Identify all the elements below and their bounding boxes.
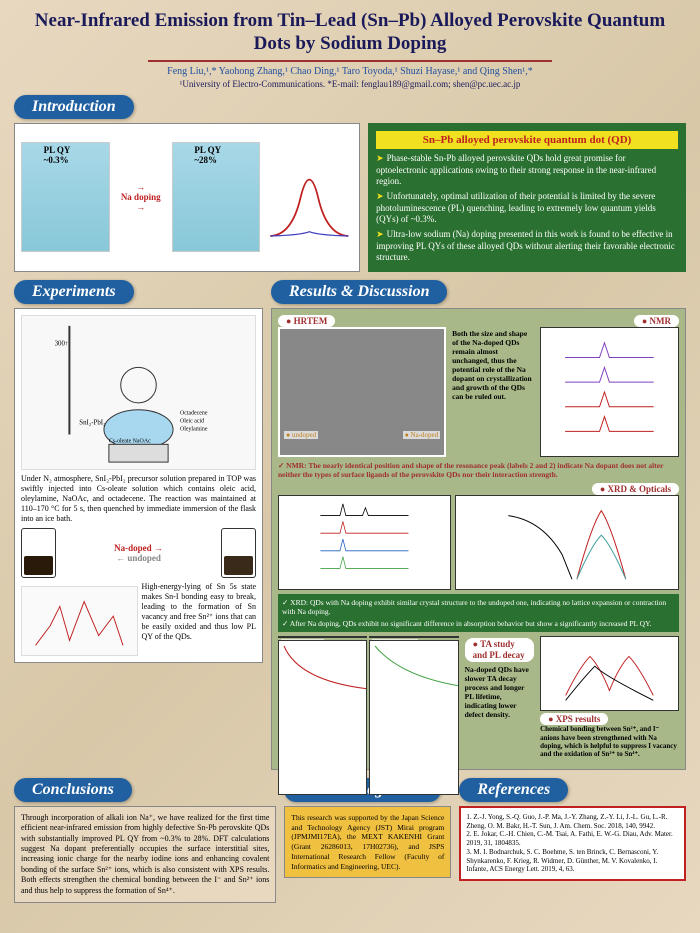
xps-caption: Chemical bonding between Sn²⁺, and I⁻ an… (540, 725, 679, 759)
intro-bullet-3: ➤Ultra-low sodium (Na) doping presented … (376, 229, 678, 264)
nmr-caption-text: ✓ NMR: The nearly identical position and… (278, 461, 679, 479)
exp-text-2: High-energy-lying of Sn 5s state makes S… (142, 582, 257, 642)
section-exp-label: Experiments (14, 280, 134, 304)
na-doping-arrow: → Na doping → (116, 182, 166, 212)
ta-map-undoped: undoped QDs (278, 636, 367, 638)
crystal-doped: PL QY ~28% (172, 142, 261, 252)
affiliation: ¹University of Electro-Communications. *… (14, 79, 686, 89)
ref-2: 2. E. Jokar, C.-H. Chien, C.-M. Tsai, A.… (466, 830, 679, 848)
vials-row: Na-doped → ← undoped (21, 528, 256, 578)
section-intro-label: Introduction (14, 95, 134, 119)
tag-xrd: ● XRD & Opticals (592, 483, 679, 495)
svg-text:Oleic acid: Oleic acid (180, 419, 204, 425)
intro-bullet-2: ➤Unfortunately, optimal utilization of t… (376, 191, 678, 226)
section-concl-label: Conclusions (14, 778, 132, 802)
experiments-box: 300↑ SnI₂-PbI₂ Cs-oleate NaOAc Octadecen… (14, 308, 263, 663)
xrd-chart (278, 495, 451, 590)
bottom-row: Conclusions Through incorporation of alk… (14, 778, 686, 903)
section-refs-label: References (459, 778, 568, 802)
svg-text:Oleylamine: Oleylamine (180, 427, 208, 433)
hrtem-caption: Both the size and shape of the Na-doped … (450, 327, 536, 457)
tag-hrtem: ● HRTEM (278, 315, 335, 327)
xps-chart (540, 636, 679, 711)
ta-decay-2 (369, 640, 458, 795)
ql-label-undoped: PL QY ~0.3% (44, 145, 87, 165)
ref-1: 1. Z.-J. Yong, S.-Q. Guo, J.-P. Ma, J.-Y… (466, 813, 679, 831)
svg-text:SnI₂-PbI₂: SnI₂-PbI₂ (79, 420, 106, 427)
svg-text:Octadecene: Octadecene (180, 411, 208, 417)
crystal-undoped: PL QY ~0.3% (21, 142, 110, 252)
results-row-3: undoped QDs Na-doped QDs ● TA study and … (278, 636, 679, 759)
section-results-label: Results & Discussion (271, 280, 447, 304)
dos-graph (21, 586, 138, 656)
references-list: 1. Z.-J. Yong, S.-Q. Guo, J.-P. Ma, J.-Y… (459, 806, 686, 881)
tag-nmr: ● NMR (634, 315, 679, 327)
ta-caption: ● TA study and PL decay Na-doped QDs hav… (463, 636, 536, 759)
ref-3: 3. M. I. Bodnarchuk, S. C. Boehme, S. te… (466, 848, 679, 874)
results-row-2 (278, 495, 679, 590)
vial-arrows: Na-doped → ← undoped (62, 543, 215, 563)
hrtem-image: ● undoped ● Na-doped (278, 327, 446, 457)
ack-text: This research was supported by the Japan… (284, 806, 451, 879)
authors: Feng Liu,¹,* Yaohong Zhang,¹ Chao Ding,¹… (14, 66, 686, 77)
ta-decay-1 (278, 640, 367, 795)
results-box: ● HRTEM ● NMR ● undoped ● Na-doped Both … (271, 308, 686, 770)
intro-row: PL QY ~0.3% → Na doping → PL QY ~28% Sn–… (14, 123, 686, 272)
tag-xps: ● XPS results (540, 713, 608, 725)
ta-grid: undoped QDs Na-doped QDs (278, 636, 459, 746)
nmr-chart (540, 327, 679, 457)
title-block: Near-Infrared Emission from Tin–Lead (Sn… (14, 10, 686, 89)
intro-figure: PL QY ~0.3% → Na doping → PL QY ~28% (14, 123, 360, 272)
intro-bullet-1: ➤Phase-stable Sn-Pb alloyed perovskite Q… (376, 153, 678, 188)
main-columns: Experiments 300↑ SnI₂-PbI₂ Cs-oleate NaO… (14, 280, 686, 770)
vial-doped (221, 528, 256, 578)
svg-text:300↑: 300↑ (55, 341, 69, 348)
svg-text:Cs-oleate NaOAc: Cs-oleate NaOAc (109, 438, 151, 444)
intro-highlights: Sn–Pb alloyed perovskite quantum dot (QD… (368, 123, 686, 272)
title-underline (148, 60, 551, 62)
optical-chart (455, 495, 679, 590)
synthesis-schematic: 300↑ SnI₂-PbI₂ Cs-oleate NaOAc Octadecen… (21, 315, 256, 470)
conclusions-text: Through incorporation of alkali ion Na⁺,… (14, 806, 276, 903)
exp-text-1: Under N₂ atmosphere, SnI₂-PbI₂ precursor… (21, 474, 256, 524)
results-row-1: ● undoped ● Na-doped Both the size and s… (278, 327, 679, 457)
xps-column: ● XPS results Chemical bonding between S… (540, 636, 679, 759)
highlight-title: Sn–Pb alloyed perovskite quantum dot (QD… (376, 131, 678, 149)
vial-undoped (21, 528, 56, 578)
pl-curve-chart (266, 142, 353, 252)
xrd-text: ✓ XRD: QDs with Na doping exhibit simila… (278, 594, 679, 632)
ql-label-doped: PL QY ~28% (194, 145, 237, 165)
ta-map-doped: Na-doped QDs (369, 636, 458, 638)
poster-title: Near-Infrared Emission from Tin–Lead (Sn… (14, 10, 686, 56)
